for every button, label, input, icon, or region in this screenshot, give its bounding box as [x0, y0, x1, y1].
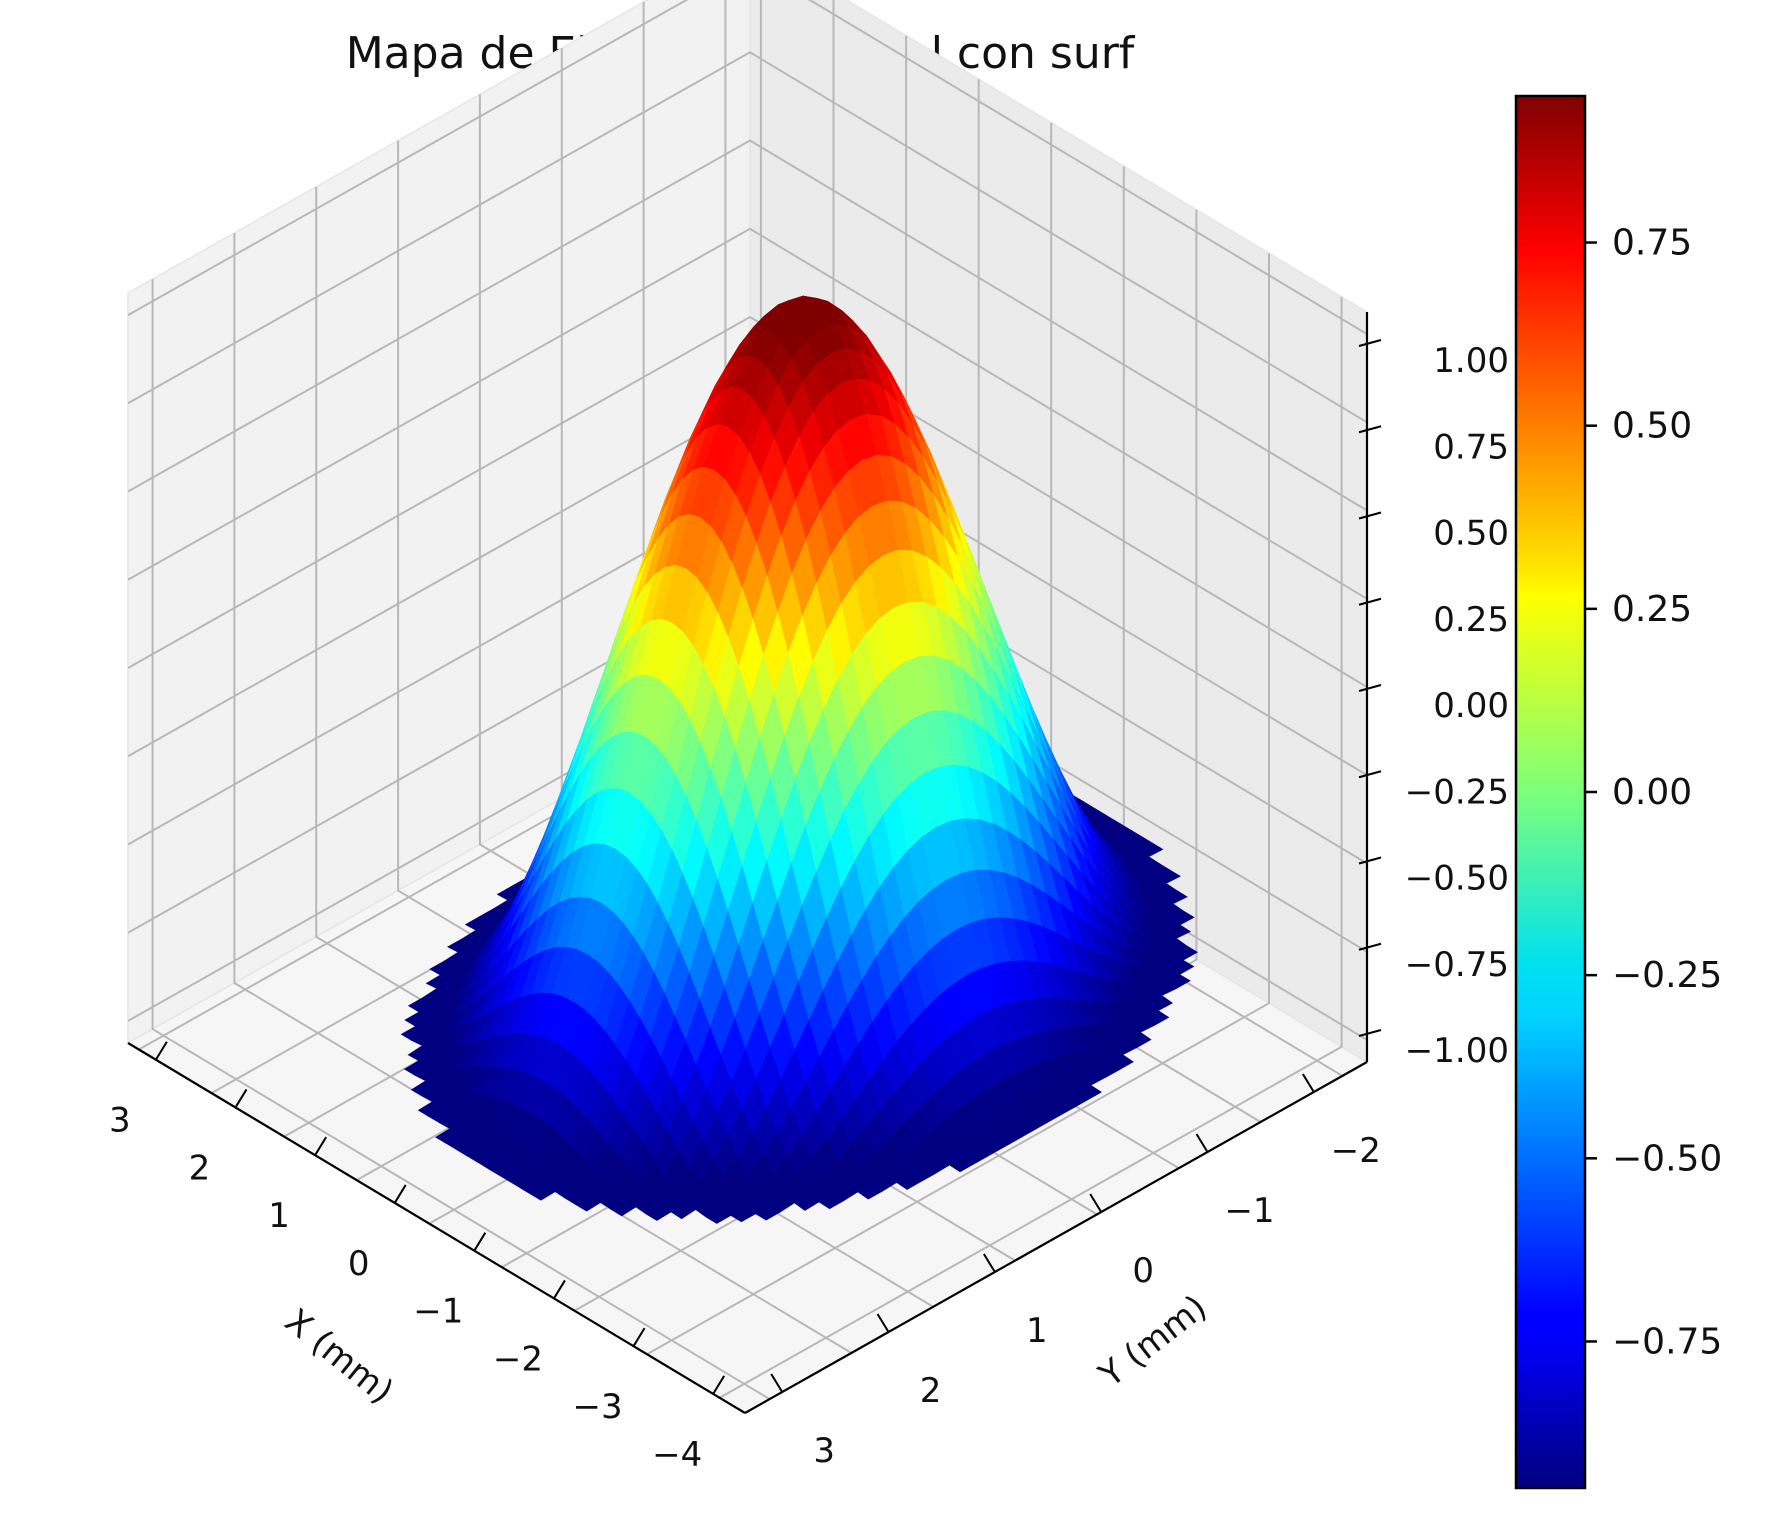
- x-tick-mark: [473, 1232, 487, 1252]
- x-tick-label: 0: [348, 1244, 370, 1284]
- y-tick-mark: [983, 1253, 996, 1273]
- y-tick-label: 3: [813, 1431, 835, 1471]
- x-tick-label: −1: [413, 1292, 463, 1332]
- y-tick-label: −2: [1331, 1131, 1381, 1171]
- z-tick-label: 1.00: [1433, 341, 1509, 381]
- y-axis-label: Y (mm): [1091, 1287, 1214, 1396]
- grid-line-x: [646, 253, 1270, 1356]
- z-tick-mark: [1358, 684, 1382, 692]
- z-tick-mark: [1358, 770, 1382, 779]
- x-tick-mark: [234, 1088, 248, 1108]
- z-tick-label: 0.00: [1433, 686, 1509, 726]
- colorbar-tick-label: −0.75: [1612, 1321, 1722, 1362]
- x-tick-label: −3: [572, 1387, 622, 1427]
- colorbar-tick-label: −0.25: [1612, 955, 1722, 996]
- colorbar-tick-label: 0.00: [1612, 772, 1692, 813]
- x-tick-label: 2: [189, 1148, 211, 1188]
- x-tick-mark: [314, 1136, 327, 1156]
- z-tick-label: −0.75: [1405, 945, 1509, 985]
- grid-line-x: [719, 296, 1343, 1399]
- z-tick-label: 0.50: [1433, 514, 1509, 554]
- y-tick-label: 2: [920, 1371, 942, 1411]
- z-tick-mark: [1358, 856, 1382, 865]
- grid-line-y: [151, 279, 771, 1400]
- z-tick-label: 0.25: [1433, 600, 1509, 640]
- surface-plot: [400, 295, 1198, 1224]
- surface-patch: [575, 1194, 602, 1212]
- surface-patch: [610, 1197, 637, 1217]
- z-tick-label: −0.25: [1405, 772, 1509, 812]
- x-axis-label: X (mm): [277, 1301, 401, 1412]
- x-axis-line: [127, 1042, 746, 1414]
- surface-patch: [857, 1181, 883, 1200]
- surface-patch: [670, 1199, 697, 1220]
- y-tick-mark: [770, 1373, 784, 1393]
- z-tick-mark: [1358, 597, 1382, 606]
- x-tick-label: −4: [652, 1435, 702, 1475]
- z-axis-ticks: −1.00 −0.75 −0.50 −0.25 0.00 0.25 0.50 0.75 1.00: [1358, 339, 1509, 1071]
- colorbar-tick-label: −0.50: [1612, 1138, 1722, 1179]
- y-tick-mark: [1089, 1193, 1103, 1213]
- z-tick-mark: [1358, 425, 1382, 434]
- z-tick-label: −0.50: [1405, 859, 1509, 899]
- grid-line-z: [127, 139, 1368, 512]
- colorbar-tick-label: 0.50: [1612, 406, 1692, 447]
- grid-line-z: [127, 315, 1368, 688]
- grid-line-z: [127, 227, 1368, 600]
- colorbar: −0.75 −0.50 −0.25 0.00 0.25 0.50 0.75: [1514, 94, 1722, 1490]
- surface-patch: [645, 1202, 672, 1221]
- y-tick-mark: [876, 1313, 890, 1333]
- x-tick-label: 1: [268, 1196, 290, 1236]
- x-tick-mark: [155, 1041, 168, 1061]
- grid-line-y: [233, 233, 852, 1354]
- x-tick-mark: [632, 1327, 646, 1347]
- x-tick-mark: [553, 1279, 566, 1299]
- z-tick-label: 0.75: [1433, 427, 1509, 467]
- y-axis-line: [744, 1061, 1368, 1414]
- z-tick-mark: [1358, 1029, 1382, 1037]
- x-axis-ticks: 3 2 1 0 −1 −2 −3 −4: [109, 1041, 726, 1475]
- x-tick-mark: [393, 1184, 407, 1204]
- y-axis-ticks: 3 2 1 0 −1 −2: [770, 1073, 1381, 1471]
- y-tick-mark: [1301, 1073, 1315, 1093]
- surface-patch: [793, 1190, 820, 1211]
- z-tick-label: −1.00: [1405, 1031, 1509, 1071]
- z-tick-mark: [1358, 511, 1382, 520]
- surface-patch: [896, 1172, 922, 1190]
- z-tick-mark: [1358, 339, 1382, 347]
- colorbar-gradient: [1514, 94, 1587, 1490]
- z-tick-mark: [1358, 942, 1382, 951]
- surface-patch: [755, 1203, 781, 1221]
- x-tick-label: 3: [109, 1101, 131, 1141]
- surface-patch: [948, 1155, 975, 1173]
- y-tick-label: 0: [1132, 1251, 1154, 1291]
- y-tick-label: −1: [1224, 1191, 1274, 1231]
- grid-line-z: [127, 0, 1368, 335]
- y-tick-mark: [1195, 1133, 1209, 1153]
- axes-lines: [127, 312, 1369, 1414]
- x-tick-mark: [712, 1375, 726, 1395]
- colorbar-tick-label: 0.75: [1612, 223, 1692, 264]
- surface-patch: [705, 1206, 732, 1224]
- surface-patch: [730, 1204, 757, 1223]
- surface-patch: [529, 1184, 556, 1201]
- colorbar-ticks: −0.75 −0.50 −0.25 0.00 0.25 0.50 0.75: [1585, 223, 1722, 1362]
- x-tick-label: −2: [493, 1339, 543, 1379]
- colorbar-tick-label: 0.25: [1612, 589, 1692, 630]
- surface-patch: [818, 1191, 845, 1210]
- y-tick-label: 1: [1026, 1311, 1048, 1351]
- grid-line-z: [127, 51, 1368, 424]
- axes-panes: [126, 0, 1369, 1414]
